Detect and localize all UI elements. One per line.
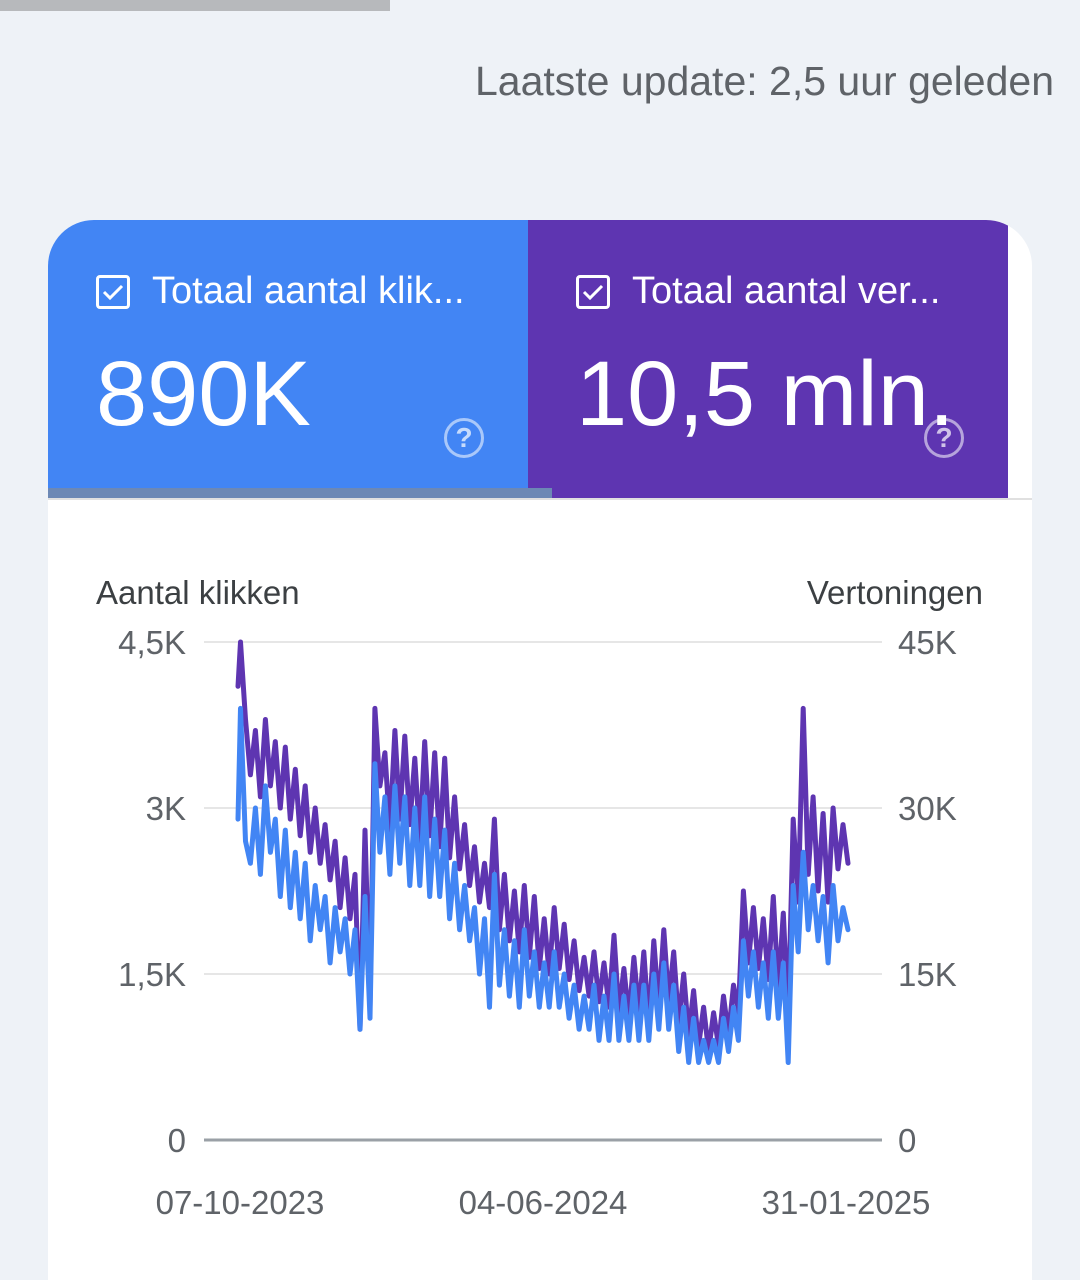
checkmark-icon xyxy=(102,284,124,300)
total-impressions-tile[interactable]: Totaal aantal ver... 10,5 mln. ? xyxy=(528,220,1008,500)
last-update-text: Laatste update: 2,5 uur geleden xyxy=(474,58,1054,104)
y-right-axis-title: Vertoningen xyxy=(807,574,983,611)
y-left-tick-label: 0 xyxy=(168,1122,186,1159)
total-clicks-label: Totaal aantal klik... xyxy=(152,270,465,312)
performance-card: Totaal aantal klik... 890K ? Totaal aant… xyxy=(48,220,1032,1280)
x-tick-label: 04-06-2024 xyxy=(459,1184,628,1221)
selected-tile-indicator xyxy=(48,488,552,500)
help-icon-glyph: ? xyxy=(455,422,473,453)
help-icon[interactable]: ? xyxy=(924,418,964,458)
clicks-series-line xyxy=(235,705,851,1065)
y-right-tick-label: 15K xyxy=(898,956,957,993)
y-left-tick-label: 1,5K xyxy=(118,956,186,993)
help-icon-glyph: ? xyxy=(935,422,953,453)
tile-divider xyxy=(48,498,1032,500)
y-left-axis-title: Aantal klikken xyxy=(96,574,300,611)
checkmark-icon xyxy=(582,284,604,300)
total-impressions-checkbox[interactable] xyxy=(576,274,610,309)
y-left-tick-label: 3K xyxy=(146,790,186,827)
help-icon[interactable]: ? xyxy=(444,418,484,458)
total-clicks-tile[interactable]: Totaal aantal klik... 890K ? xyxy=(48,220,528,500)
total-clicks-value: 890K xyxy=(96,343,311,445)
impressions-series-line xyxy=(235,639,851,1054)
total-impressions-label: Totaal aantal ver... xyxy=(632,270,941,312)
x-tick-label: 31-01-2025 xyxy=(762,1184,931,1221)
total-impressions-value: 10,5 mln. xyxy=(576,343,955,445)
y-left-tick-label: 4,5K xyxy=(118,624,186,661)
y-right-tick-label: 30K xyxy=(898,790,957,827)
y-right-tick-label: 0 xyxy=(898,1122,916,1159)
y-right-tick-label: 45K xyxy=(898,624,957,661)
performance-chart: 0 0 1,5K 15K 3K 30K 4,5K 45K Aantal klikken Verto… xyxy=(96,574,983,1221)
top-progress-bar xyxy=(0,0,390,11)
x-tick-label: 07-10-2023 xyxy=(156,1184,325,1221)
total-clicks-checkbox[interactable] xyxy=(96,274,130,309)
